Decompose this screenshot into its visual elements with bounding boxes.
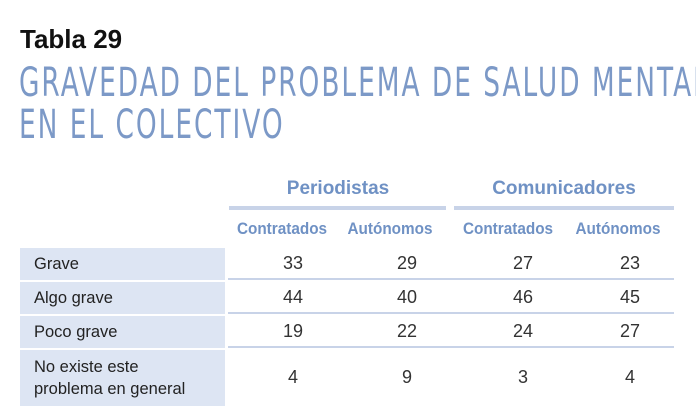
table-row: Grave 33 29 27 23	[20, 248, 674, 280]
table-cell: 27	[619, 320, 641, 341]
table-row: Algo grave 44 40 46 45	[20, 282, 674, 314]
title-line-1: GRAVEDAD DEL PROBLEMA DE SALUD MENTAL	[19, 60, 696, 106]
table-cell: 4	[287, 366, 298, 387]
row-label-no-existe: No existe este problema en general	[20, 350, 225, 406]
table-cell: 9	[401, 366, 412, 387]
col-header-periodistas-autonomos: Autónomos	[347, 219, 433, 238]
row-divider	[228, 312, 674, 314]
table-cell: 4	[624, 366, 635, 387]
table-cell: 33	[282, 252, 304, 273]
col-header-comunicadores-autonomos: Autónomos	[575, 219, 661, 238]
table-cell: 24	[512, 320, 534, 341]
group-rule-periodistas	[229, 206, 446, 210]
col-header-periodistas-contratados: Contratados	[236, 219, 328, 238]
table-cell: 40	[396, 286, 418, 307]
row-label-algo-grave: Algo grave	[20, 282, 225, 314]
table-cell: 27	[512, 252, 534, 273]
col-header-comunicadores-contratados: Contratados	[462, 219, 554, 238]
row-label-line-1: No existe este	[34, 358, 139, 376]
table-label: Tabla 29	[20, 24, 123, 54]
group-header-periodistas: Periodistas	[286, 178, 390, 199]
table-row: No existe este problema en general 4 9 3…	[20, 350, 674, 406]
table-cell: 44	[282, 286, 304, 307]
table-cell: 29	[396, 252, 418, 273]
title-line-2: EN EL COLECTIVO	[19, 102, 285, 148]
row-label-poco-grave: Poco grave	[20, 316, 225, 348]
row-label-grave: Grave	[20, 248, 225, 280]
table-row: Poco grave 19 22 24 27	[20, 316, 674, 348]
table-cell: 3	[517, 366, 528, 387]
page-title: GRAVEDAD DEL PROBLEMA DE SALUD MENTAL EN…	[19, 62, 696, 146]
table-cell: 22	[396, 320, 418, 341]
row-divider	[228, 278, 674, 280]
table-cell: 23	[619, 252, 641, 273]
group-rule-comunicadores	[454, 206, 674, 210]
group-header-comunicadores: Comunicadores	[492, 178, 636, 199]
row-divider	[228, 346, 674, 348]
table-cell: 19	[282, 320, 304, 341]
row-label-line-2: problema en general	[34, 380, 186, 398]
table-cell: 45	[619, 286, 641, 307]
table-cell: 46	[512, 286, 534, 307]
